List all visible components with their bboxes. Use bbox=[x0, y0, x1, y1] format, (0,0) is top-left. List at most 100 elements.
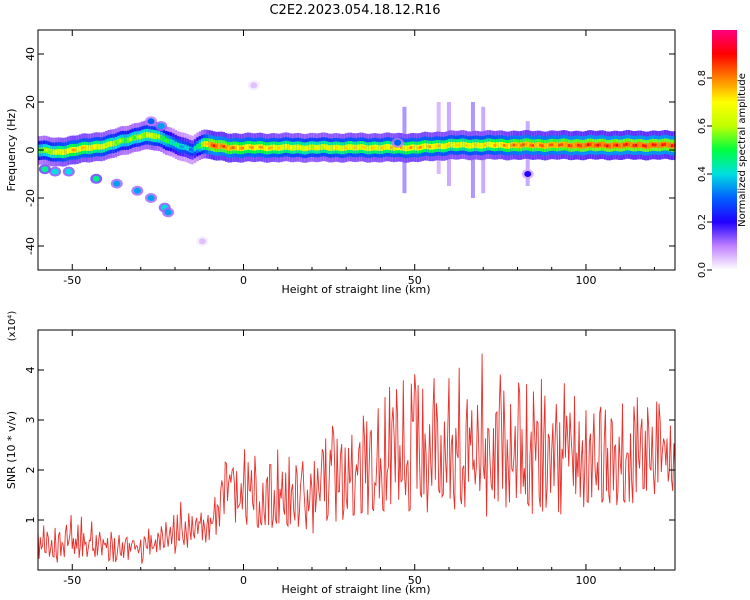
spectral-cell bbox=[229, 146, 233, 150]
spectral-cell bbox=[541, 144, 544, 148]
snr-series-line bbox=[37, 353, 676, 564]
y-tick-label: 40 bbox=[24, 47, 37, 61]
spectral-cell bbox=[136, 135, 139, 139]
spectral-cell bbox=[112, 142, 115, 146]
spectral-cell bbox=[64, 150, 67, 154]
spectral-cell bbox=[428, 145, 432, 149]
snr-marks bbox=[37, 353, 676, 564]
spectral-cell bbox=[479, 144, 482, 148]
spectral-cell bbox=[287, 145, 290, 149]
snr-x-label: Height of straight line (km) bbox=[281, 583, 430, 596]
spectrogram-y-ticks: -40 -20 0 20 40 bbox=[24, 47, 675, 255]
spectral-cell bbox=[76, 148, 79, 152]
spectral-cell bbox=[59, 150, 62, 154]
spectral-cell bbox=[311, 145, 314, 149]
colorbar-gradient bbox=[712, 30, 737, 270]
spectral-cell bbox=[109, 142, 113, 146]
spectral-cell bbox=[325, 145, 329, 149]
spectral-cell bbox=[553, 143, 556, 147]
spectral-cell bbox=[356, 145, 360, 149]
spectral-cell bbox=[459, 143, 463, 147]
spectral-cell bbox=[160, 136, 163, 140]
spectral-blob-core bbox=[51, 168, 59, 175]
spectral-cell bbox=[330, 146, 333, 150]
spectral-cell bbox=[181, 145, 185, 149]
spectral-cell bbox=[359, 145, 362, 149]
spectral-cell bbox=[560, 143, 564, 147]
spectral-cell bbox=[335, 146, 338, 149]
spectral-blob-core bbox=[41, 166, 49, 173]
colorbar-ticks: 0.0 0.2 0.4 0.6 0.8 bbox=[697, 70, 712, 278]
spectral-cell bbox=[630, 143, 633, 147]
spectral-cell bbox=[78, 147, 82, 151]
spectral-cell bbox=[253, 146, 257, 150]
spectrogram-y-label: Frequency (Hz) bbox=[5, 109, 18, 192]
spectral-cell bbox=[83, 146, 86, 150]
spectral-cell bbox=[661, 143, 664, 147]
spectral-cell bbox=[320, 145, 324, 149]
spectral-cell bbox=[337, 146, 341, 150]
spectral-cell bbox=[198, 144, 202, 148]
x-tick-label: -50 bbox=[63, 274, 81, 287]
spectral-cell bbox=[546, 144, 549, 148]
spectral-cell bbox=[591, 143, 595, 147]
spectral-cell bbox=[589, 143, 592, 146]
spectral-cell bbox=[498, 143, 501, 147]
spectral-cell bbox=[388, 145, 391, 149]
spectral-cell bbox=[567, 144, 571, 147]
spectral-cell bbox=[201, 143, 204, 146]
spectral-cell bbox=[503, 144, 506, 147]
spectral-cell bbox=[227, 146, 230, 150]
spectral-cell bbox=[244, 145, 247, 149]
spectral-cell bbox=[462, 143, 465, 146]
spectral-cell bbox=[471, 143, 475, 147]
spectral-cell bbox=[61, 150, 65, 154]
x-tick-label: -50 bbox=[63, 574, 81, 587]
spectral-cell bbox=[493, 143, 496, 147]
spectral-cell bbox=[208, 143, 211, 146]
spectral-cell bbox=[246, 145, 249, 149]
spectral-cell bbox=[423, 144, 427, 148]
spectral-cell bbox=[622, 143, 626, 147]
spectral-cell bbox=[90, 146, 94, 150]
spectral-cell bbox=[452, 143, 456, 147]
spectral-cell bbox=[510, 143, 513, 147]
spectral-blob-core bbox=[92, 175, 100, 182]
spectral-cell bbox=[280, 146, 283, 150]
spectral-cell bbox=[284, 145, 288, 149]
spectral-cell bbox=[385, 145, 389, 149]
snr-panel: -50 0 50 100 1 2 3 4 Height of straight line (… bbox=[5, 311, 676, 596]
spectral-blob-core bbox=[133, 187, 141, 194]
spectral-blob-core bbox=[147, 195, 155, 201]
spectral-cell bbox=[483, 143, 487, 147]
spectral-cell bbox=[191, 148, 194, 152]
spectral-cell bbox=[258, 145, 261, 149]
spectral-cell bbox=[141, 134, 144, 138]
spectral-cell bbox=[184, 145, 187, 149]
spectral-cell bbox=[637, 143, 640, 147]
spectral-cell bbox=[340, 146, 343, 150]
spectral-cell bbox=[505, 144, 508, 148]
spectral-cell bbox=[263, 146, 266, 150]
x-tick-label: 100 bbox=[575, 574, 596, 587]
colorbar-tick-label: 0.2 bbox=[697, 214, 708, 230]
spectral-cell bbox=[584, 143, 587, 147]
spectral-cell bbox=[440, 144, 444, 148]
spectral-cell bbox=[551, 143, 554, 147]
spectral-cell bbox=[627, 143, 631, 146]
spectral-cell bbox=[608, 144, 611, 148]
colorbar-tick-label: 0.0 bbox=[697, 262, 708, 278]
spectral-cell bbox=[565, 143, 568, 147]
spectral-cell bbox=[610, 144, 614, 147]
spectral-cell bbox=[488, 143, 492, 146]
spectral-cell bbox=[210, 143, 214, 147]
spectral-cell bbox=[45, 148, 48, 152]
spectral-cell bbox=[596, 143, 599, 147]
spectral-blob-core bbox=[65, 168, 73, 175]
spectral-cell bbox=[555, 143, 559, 147]
colorbar-tick-label: 0.6 bbox=[697, 118, 708, 134]
spectral-cell bbox=[131, 136, 134, 140]
spectral-cell bbox=[443, 144, 446, 148]
spectral-cell bbox=[361, 145, 365, 149]
spectral-cell bbox=[433, 144, 436, 148]
